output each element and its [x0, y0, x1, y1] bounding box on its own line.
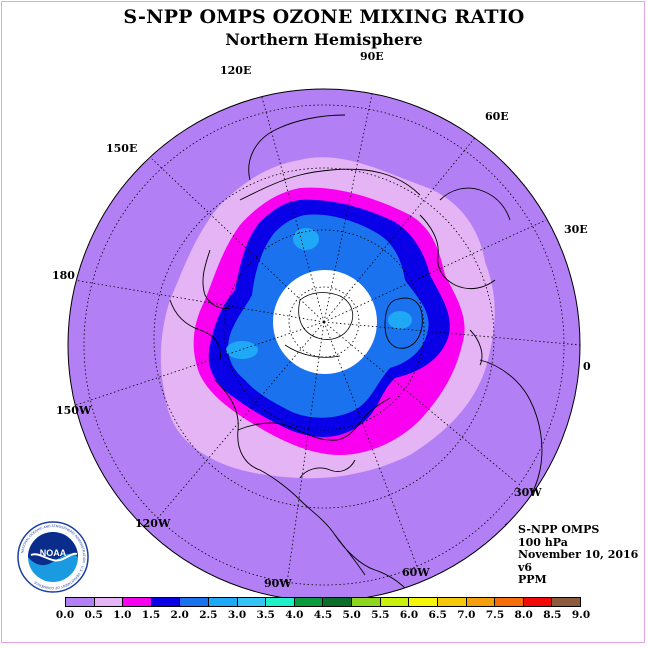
lon-label-30w: 30W [514, 486, 542, 499]
lon-label-120w: 120W [135, 517, 171, 530]
lon-label-90e: 90E [360, 50, 384, 63]
latitude-circles [83, 104, 565, 586]
ozone-band-2-5-patch-north [293, 228, 319, 250]
colorbar-swatch [323, 598, 353, 606]
info-version: v6 [518, 560, 533, 574]
colorbar-swatch [552, 598, 580, 606]
colorbar-swatch [209, 598, 238, 606]
map-info: S-NPP OMPS 100 hPa November 10, 2016 v6 … [518, 523, 639, 587]
info-date: November 10, 2016 [518, 548, 639, 561]
colorbar-swatch [437, 598, 467, 606]
lon-label-150e: 150E [106, 142, 137, 155]
noaa-logo-text: NOAA [40, 548, 67, 558]
colorbar-swatch [409, 598, 438, 606]
colorbar-swatch [94, 598, 124, 606]
lon-label-90w: 90W [264, 577, 292, 590]
colorbar-tick-label: 5.0 [342, 609, 361, 621]
colorbar-tick-label: 6.5 [428, 609, 447, 621]
noaa-logo: NOAA NATIONAL OCEANIC AND ATMOSPHERIC AD… [17, 521, 89, 593]
ozone-band-2-5-patch-east [388, 311, 412, 329]
colorbar-tick-label: 0.0 [55, 609, 75, 621]
colorbar-tick-label: 2.5 [199, 609, 218, 621]
ozone-band-2-5-patch-west [226, 341, 258, 359]
colorbar-tick-label: 7.5 [485, 609, 505, 621]
lon-label-180: 180 [52, 269, 75, 282]
colorbar-tick-label: 4.5 [313, 609, 333, 621]
colorbar-swatch [237, 598, 267, 606]
lon-label-120e: 120E [220, 64, 251, 77]
chart-title: S-NPP OMPS OZONE MIXING RATIO [123, 6, 525, 28]
colorbar-tick-label: 6.0 [399, 609, 419, 621]
arctic-coastline [284, 292, 354, 358]
meridians [73, 89, 580, 584]
lon-label-150w: 150W [56, 404, 92, 417]
colorbar-swatch [523, 598, 553, 606]
colorbar-swatch [495, 598, 524, 606]
lon-label-60w: 60W [402, 566, 430, 579]
colorbar-tick-label: 9.0 [571, 609, 591, 621]
colorbar-swatch [352, 598, 381, 606]
colorbar-swatch [294, 598, 324, 606]
colorbar-swatch [151, 598, 181, 606]
colorbar-ticks: 0.0 0.5 1.0 1.5 2.0 2.5 3.0 3.5 4.0 4.5 5.0 5.5 6.0 6… [0, 609, 648, 623]
colorbar-tick-label: 1.0 [113, 609, 132, 621]
colorbar-tick-label: 8.0 [514, 609, 533, 621]
lon-label-60e: 60E [485, 110, 509, 123]
chart-subtitle: Northern Hemisphere [225, 30, 423, 49]
colorbar-tick-label: 0.5 [84, 609, 103, 621]
colorbar-tick-label: 2.0 [170, 609, 189, 621]
colorbar-swatch [266, 598, 295, 606]
info-instrument: S-NPP OMPS [518, 523, 600, 536]
colorbar-tick-label: 7.0 [457, 609, 476, 621]
lon-label-30e: 30E [564, 223, 588, 236]
info-units: PPM [518, 573, 547, 586]
colorbar-swatch [123, 598, 152, 606]
colorbar-swatch [180, 598, 210, 606]
colorbar-tick-label: 5.5 [371, 609, 390, 621]
colorbar-tick-label: 3.0 [227, 609, 247, 621]
colorbar-swatch [466, 598, 496, 606]
colorbar-tick-label: 8.5 [543, 609, 562, 621]
colorbar-tick-label: 1.5 [141, 609, 161, 621]
colorbar-swatch [66, 598, 95, 606]
lon-label-0: 0 [583, 360, 591, 373]
info-level: 100 hPa [518, 535, 568, 549]
colorbar [65, 597, 581, 607]
colorbar-swatch [380, 598, 410, 606]
colorbar-tick-label: 3.5 [256, 609, 275, 621]
colorbar-tick-label: 4.0 [285, 609, 304, 621]
